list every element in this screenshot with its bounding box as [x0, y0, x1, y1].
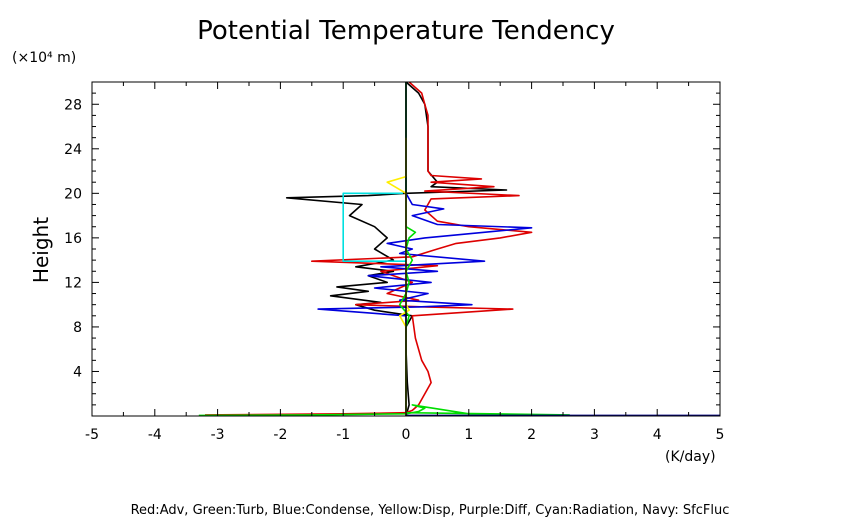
- y-tick-label: 28: [64, 97, 82, 113]
- x-tick-label: 0: [402, 427, 411, 443]
- y-tick-label: 20: [64, 186, 82, 202]
- x-tick-label: -3: [211, 427, 225, 443]
- y-tick-label: 8: [73, 320, 82, 336]
- series-layer: [198, 81, 720, 417]
- y-tick-label: 24: [64, 142, 82, 158]
- series-line-0: [285, 81, 508, 417]
- x-tick-label: -4: [148, 427, 162, 443]
- x-axis-unit: (K/day): [665, 449, 716, 465]
- chart-title: Potential Temperature Tendency: [197, 16, 615, 46]
- x-tick-label: 1: [464, 427, 473, 443]
- series-line-3: [198, 82, 571, 417]
- legend-caption: Red:Adv, Green:Turb, Blue:Condense, Yell…: [131, 503, 730, 518]
- series-line-5: [342, 192, 406, 262]
- y-tick-label: 4: [73, 364, 82, 380]
- x-tick-label: -1: [336, 427, 350, 443]
- x-tick-label: 2: [527, 427, 536, 443]
- series-line-2: [317, 82, 533, 416]
- x-tick-label: -5: [85, 427, 99, 443]
- y-axis-label: Height: [29, 217, 53, 283]
- y-tick-label: 12: [64, 275, 82, 291]
- y-tick-label: 16: [64, 231, 82, 247]
- x-tick-label: 3: [590, 427, 599, 443]
- x-tick-label: 5: [716, 427, 725, 443]
- x-tick-label: 4: [653, 427, 662, 443]
- series-line-1: [204, 81, 533, 416]
- x-tick-label: -2: [273, 427, 287, 443]
- y-axis-unit: (×10⁴ m): [12, 50, 76, 66]
